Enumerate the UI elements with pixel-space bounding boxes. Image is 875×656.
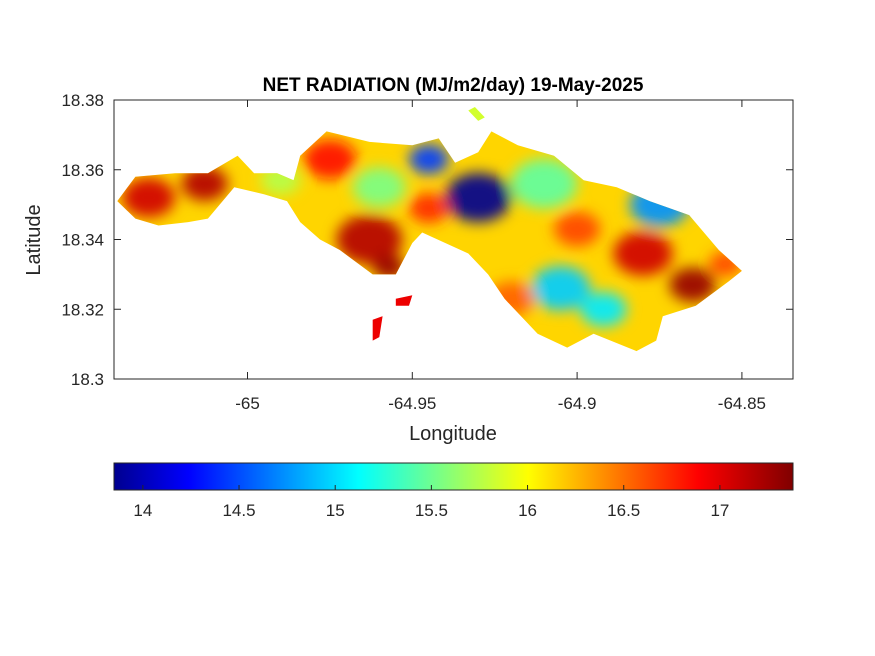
radiation-cell-12 xyxy=(181,166,228,201)
radiation-cell-5 xyxy=(580,292,627,327)
radiation-cell-17 xyxy=(554,211,601,247)
chart-title: NET RADIATION (MJ/m2/day) 19-May-2025 xyxy=(263,75,644,96)
colorbar-tick-label: 14.5 xyxy=(222,501,255,520)
radiation-cell-9 xyxy=(336,214,403,265)
y-tick-label: 18.32 xyxy=(61,300,104,319)
y-axis-ticks: 18.3 18.32 18.34 18.36 18.38 xyxy=(61,91,793,389)
colorbar-ticks: 14 14.5 15 15.5 16 16.5 17 xyxy=(133,485,729,520)
radiation-cell-1 xyxy=(445,172,512,223)
colorbar-tick-label: 16.5 xyxy=(607,501,640,520)
radiation-cell-18 xyxy=(409,193,449,223)
radiation-cell-15 xyxy=(669,267,716,303)
x-tick-label: -64.85 xyxy=(718,394,766,413)
radiation-cell-2 xyxy=(409,144,449,175)
colorbar-tick-label: 14 xyxy=(133,501,152,520)
islet-2 xyxy=(372,316,383,341)
y-axis-label: Latitude xyxy=(23,204,45,275)
radiation-cell-14 xyxy=(613,231,673,276)
radiation-cell-7 xyxy=(352,167,406,207)
radiation-cell-4 xyxy=(530,266,591,311)
y-tick-label: 18.34 xyxy=(61,231,104,250)
radiation-cell-6 xyxy=(511,159,578,209)
y-tick-label: 18.38 xyxy=(61,91,104,110)
x-axis-ticks: -65 -64.95 -64.9 -64.85 xyxy=(235,100,766,413)
islet-3 xyxy=(468,107,485,121)
colorbar: 14 14.5 15 15.5 16 16.5 17 xyxy=(113,462,794,520)
y-tick-label: 18.36 xyxy=(61,161,104,180)
colorbar-tick-label: 17 xyxy=(710,501,729,520)
x-tick-label: -65 xyxy=(235,394,260,413)
colorbar-gradient xyxy=(113,462,794,491)
radiation-cell-11 xyxy=(122,177,175,218)
islet-1 xyxy=(395,295,413,306)
radiation-cell-13 xyxy=(303,139,357,180)
map-axes: -65 -64.95 -64.9 -64.85 18.3 18.32 18.34 18.36… xyxy=(61,91,794,413)
colorbar-tick-label: 16 xyxy=(518,501,537,520)
x-axis-label: Longitude xyxy=(409,423,497,445)
x-tick-label: -64.9 xyxy=(558,394,597,413)
colorbar-tick-label: 15.5 xyxy=(415,501,448,520)
y-tick-label: 18.3 xyxy=(71,370,104,389)
x-tick-label: -64.95 xyxy=(388,394,436,413)
islets-layer xyxy=(372,107,485,341)
colorbar-tick-label: 15 xyxy=(326,501,345,520)
